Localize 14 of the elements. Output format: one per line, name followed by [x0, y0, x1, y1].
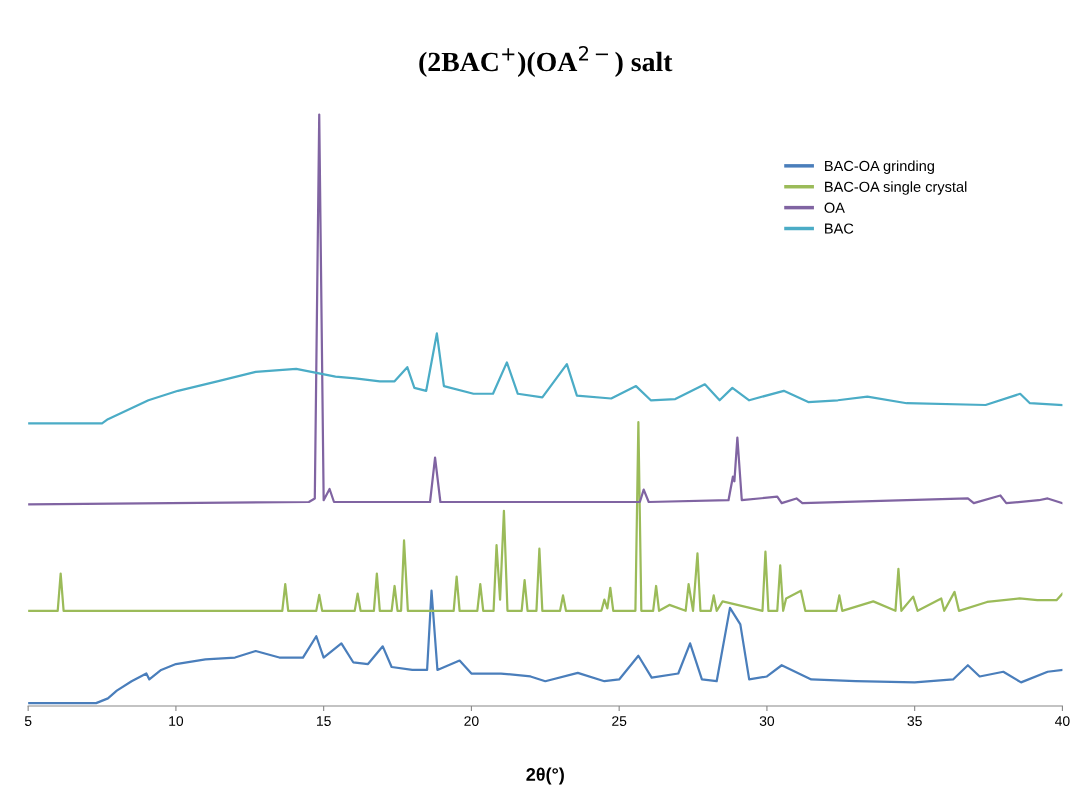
legend-label: BAC-OA grinding [825, 160, 934, 174]
x-tick-label: 30 [759, 716, 775, 726]
x-tick-label: 10 [169, 716, 184, 726]
x-tick-label: 20 [464, 716, 479, 726]
chart-title: (2BAC$^{+}$)(OA$^{2−}$) salt [419, 46, 673, 77]
legend-label: OA [824, 202, 845, 213]
legend-label: BAC [825, 223, 854, 234]
x-tick-label: 25 [612, 716, 627, 726]
x-tick-label: 40 [1055, 716, 1070, 726]
x-tick-label: 15 [317, 716, 331, 726]
x-tick-label: 5 [24, 716, 32, 726]
x-axis-title: 2θ(°) [526, 767, 564, 785]
x-tick-label: 35 [907, 716, 922, 726]
legend-label: BAC-OA single crystal [825, 181, 967, 195]
